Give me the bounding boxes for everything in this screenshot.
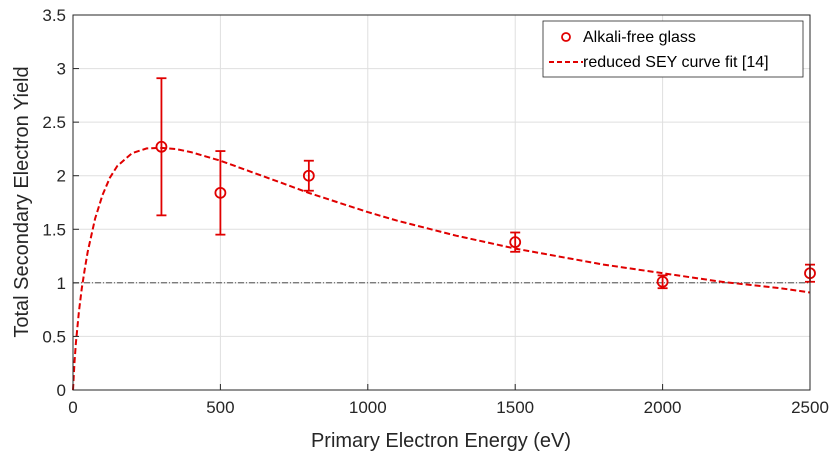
y-axis-title: Total Secondary Electron Yield xyxy=(11,66,33,337)
y-tick-label: 3 xyxy=(57,60,66,79)
y-tick-label: 0 xyxy=(57,381,66,400)
data-point-marker xyxy=(155,140,168,153)
data-point-marker xyxy=(214,186,227,199)
fit-curve-group xyxy=(72,146,811,391)
x-tick-label: 2500 xyxy=(791,398,829,417)
x-axis-title: Primary Electron Energy (eV) xyxy=(311,430,571,452)
plot-area xyxy=(73,15,810,390)
legend-label-alkali-free-glass: Alkali-free glass xyxy=(583,29,696,46)
y-tick-label: 1.5 xyxy=(42,220,66,239)
markers-group xyxy=(155,140,816,288)
legend-marker-circle-icon xyxy=(561,32,571,42)
plot-frame xyxy=(72,14,811,391)
data-point-marker xyxy=(656,275,669,288)
x-tick-label: 0 xyxy=(68,398,77,417)
x-tick-label: 1000 xyxy=(349,398,387,417)
y-tick-label: 2 xyxy=(57,167,66,186)
x-axis-ticks: 0 500 1000 1500 2000 2500 xyxy=(68,384,829,417)
y-tick-label: 2.5 xyxy=(42,113,66,132)
y-tick-label: 1 xyxy=(57,274,66,293)
x-tick-label: 2000 xyxy=(644,398,682,417)
legend-label-curve-fit: reduced SEY curve fit [14] xyxy=(583,54,769,71)
y-tick-label: 0.5 xyxy=(42,327,66,346)
fit-curve-line xyxy=(72,146,811,391)
data-point-marker xyxy=(302,169,315,182)
legend-box xyxy=(542,20,804,78)
y-tick-label: 3.5 xyxy=(42,6,66,25)
x-tick-label: 500 xyxy=(206,398,234,417)
x-tick-label: 1500 xyxy=(496,398,534,417)
legend: Alkali-free glass reduced SEY curve fit … xyxy=(542,20,804,78)
data-point-marker xyxy=(509,236,522,249)
y-axis-ticks: 0 0.5 1 1.5 2 2.5 3 3.5 xyxy=(42,6,79,400)
